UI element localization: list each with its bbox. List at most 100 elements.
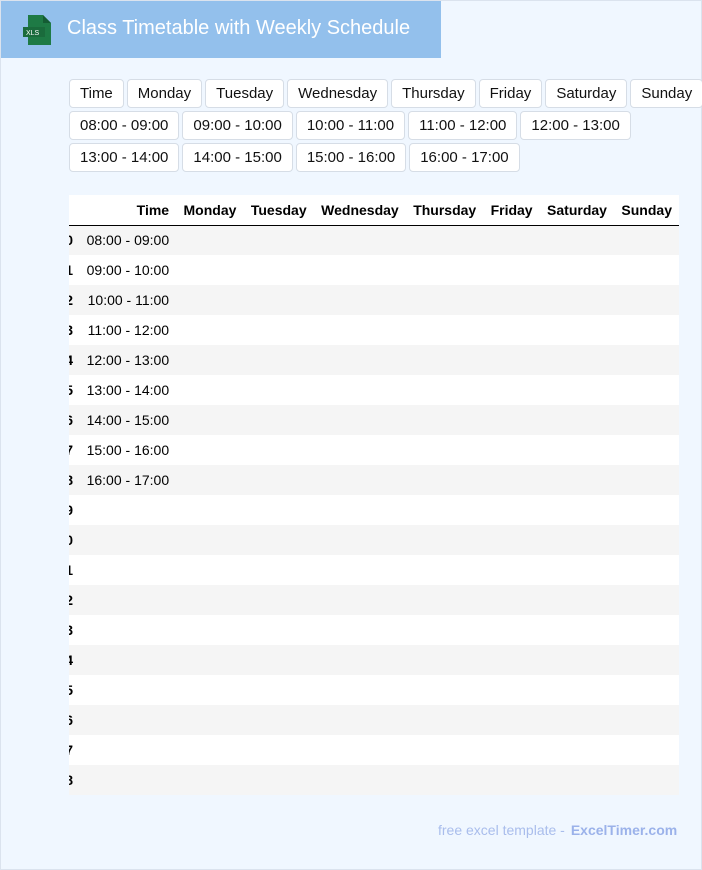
schedule-cell[interactable] bbox=[406, 345, 484, 375]
schedule-cell[interactable] bbox=[243, 495, 313, 525]
schedule-cell[interactable] bbox=[243, 705, 313, 735]
schedule-cell[interactable] bbox=[406, 435, 484, 465]
time-cell[interactable] bbox=[79, 765, 176, 795]
schedule-cell[interactable] bbox=[483, 285, 539, 315]
time-cell[interactable] bbox=[79, 615, 176, 645]
schedule-cell[interactable] bbox=[176, 705, 243, 735]
schedule-cell[interactable] bbox=[406, 375, 484, 405]
schedule-cell[interactable] bbox=[614, 405, 679, 435]
time-cell[interactable]: 14:00 - 15:00 bbox=[86, 412, 170, 428]
time-slot-button[interactable]: 09:00 - 10:00 bbox=[182, 111, 293, 140]
time-cell[interactable] bbox=[79, 645, 176, 675]
schedule-cell[interactable] bbox=[614, 555, 679, 585]
schedule-cell[interactable] bbox=[406, 255, 484, 285]
schedule-cell[interactable] bbox=[614, 705, 679, 735]
schedule-cell[interactable] bbox=[314, 585, 406, 615]
schedule-cell[interactable] bbox=[540, 375, 614, 405]
schedule-cell[interactable] bbox=[176, 405, 243, 435]
schedule-cell[interactable] bbox=[314, 645, 406, 675]
schedule-cell[interactable] bbox=[176, 285, 243, 315]
schedule-cell[interactable] bbox=[483, 375, 539, 405]
schedule-cell[interactable] bbox=[176, 435, 243, 465]
day-button-time[interactable]: Time bbox=[69, 79, 124, 108]
schedule-cell[interactable] bbox=[243, 675, 313, 705]
schedule-cell[interactable] bbox=[243, 345, 313, 375]
day-button-sunday[interactable]: Sunday bbox=[630, 79, 702, 108]
schedule-cell[interactable] bbox=[540, 345, 614, 375]
schedule-cell[interactable] bbox=[243, 765, 313, 795]
time-slot-button[interactable]: 08:00 - 09:00 bbox=[69, 111, 180, 140]
time-slot-button[interactable]: 10:00 - 11:00 bbox=[295, 111, 406, 140]
schedule-cell[interactable] bbox=[243, 465, 313, 495]
schedule-cell[interactable] bbox=[406, 495, 484, 525]
time-cell[interactable] bbox=[79, 705, 176, 735]
schedule-cell[interactable] bbox=[540, 585, 614, 615]
time-cell[interactable] bbox=[79, 675, 176, 705]
time-cell[interactable] bbox=[79, 585, 176, 615]
schedule-cell[interactable] bbox=[314, 735, 406, 765]
time-cell[interactable]: 10:00 - 11:00 bbox=[87, 292, 170, 308]
schedule-cell[interactable] bbox=[614, 675, 679, 705]
time-cell[interactable]: 12:00 - 13:00 bbox=[86, 352, 170, 368]
day-button-monday[interactable]: Monday bbox=[126, 79, 203, 108]
schedule-cell[interactable] bbox=[614, 585, 679, 615]
schedule-cell[interactable] bbox=[483, 585, 539, 615]
schedule-cell[interactable] bbox=[243, 405, 313, 435]
schedule-cell[interactable] bbox=[406, 645, 484, 675]
brand-link[interactable]: ExcelTimer.com bbox=[570, 822, 678, 838]
time-slot-button[interactable]: 13:00 - 14:00 bbox=[69, 143, 180, 172]
schedule-cell[interactable] bbox=[243, 375, 313, 405]
time-cell[interactable]: 11:00 - 12:00 bbox=[87, 322, 170, 338]
schedule-cell[interactable] bbox=[483, 615, 539, 645]
schedule-cell[interactable] bbox=[540, 465, 614, 495]
schedule-cell[interactable] bbox=[176, 615, 243, 645]
schedule-cell[interactable] bbox=[176, 585, 243, 615]
time-cell[interactable]: 15:00 - 16:00 bbox=[86, 442, 170, 458]
schedule-cell[interactable] bbox=[483, 435, 539, 465]
schedule-cell[interactable] bbox=[483, 465, 539, 495]
schedule-cell[interactable] bbox=[314, 705, 406, 735]
schedule-cell[interactable] bbox=[483, 315, 539, 345]
day-button-saturday[interactable]: Saturday bbox=[545, 79, 628, 108]
schedule-cell[interactable] bbox=[614, 315, 679, 345]
time-cell[interactable] bbox=[79, 495, 176, 525]
schedule-cell[interactable] bbox=[176, 645, 243, 675]
schedule-cell[interactable] bbox=[176, 675, 243, 705]
schedule-cell[interactable] bbox=[406, 675, 484, 705]
schedule-cell[interactable] bbox=[314, 525, 406, 555]
schedule-cell[interactable] bbox=[614, 285, 679, 315]
schedule-cell[interactable] bbox=[176, 555, 243, 585]
schedule-cell[interactable] bbox=[314, 405, 406, 435]
schedule-cell[interactable] bbox=[540, 645, 614, 675]
time-cell[interactable] bbox=[79, 525, 176, 555]
schedule-cell[interactable] bbox=[483, 555, 539, 585]
schedule-cell[interactable] bbox=[406, 315, 484, 345]
schedule-cell[interactable] bbox=[314, 765, 406, 795]
schedule-cell[interactable] bbox=[614, 435, 679, 465]
time-cell[interactable]: 08:00 - 09:00 bbox=[86, 232, 170, 249]
schedule-cell[interactable] bbox=[483, 525, 539, 555]
schedule-cell[interactable] bbox=[176, 465, 243, 495]
time-cell[interactable]: 16:00 - 17:00 bbox=[86, 472, 170, 488]
time-slot-button[interactable]: 14:00 - 15:00 bbox=[182, 143, 293, 172]
time-cell[interactable]: 13:00 - 14:00 bbox=[86, 382, 170, 398]
schedule-cell[interactable] bbox=[614, 765, 679, 795]
schedule-cell[interactable] bbox=[614, 375, 679, 405]
schedule-cell[interactable] bbox=[314, 675, 406, 705]
schedule-cell[interactable] bbox=[540, 315, 614, 345]
schedule-cell[interactable] bbox=[483, 735, 539, 765]
schedule-cell[interactable] bbox=[540, 435, 614, 465]
schedule-cell[interactable] bbox=[483, 405, 539, 435]
schedule-cell[interactable] bbox=[540, 255, 614, 285]
schedule-cell[interactable] bbox=[483, 765, 539, 795]
schedule-cell[interactable] bbox=[540, 525, 614, 555]
schedule-cell[interactable] bbox=[243, 285, 313, 315]
schedule-cell[interactable] bbox=[540, 615, 614, 645]
schedule-cell[interactable] bbox=[314, 465, 406, 495]
schedule-cell[interactable] bbox=[540, 285, 614, 315]
day-button-friday[interactable]: Friday bbox=[478, 79, 543, 108]
schedule-cell[interactable] bbox=[243, 525, 313, 555]
schedule-cell[interactable] bbox=[314, 345, 406, 375]
schedule-cell[interactable] bbox=[243, 225, 313, 255]
schedule-cell[interactable] bbox=[243, 645, 313, 675]
